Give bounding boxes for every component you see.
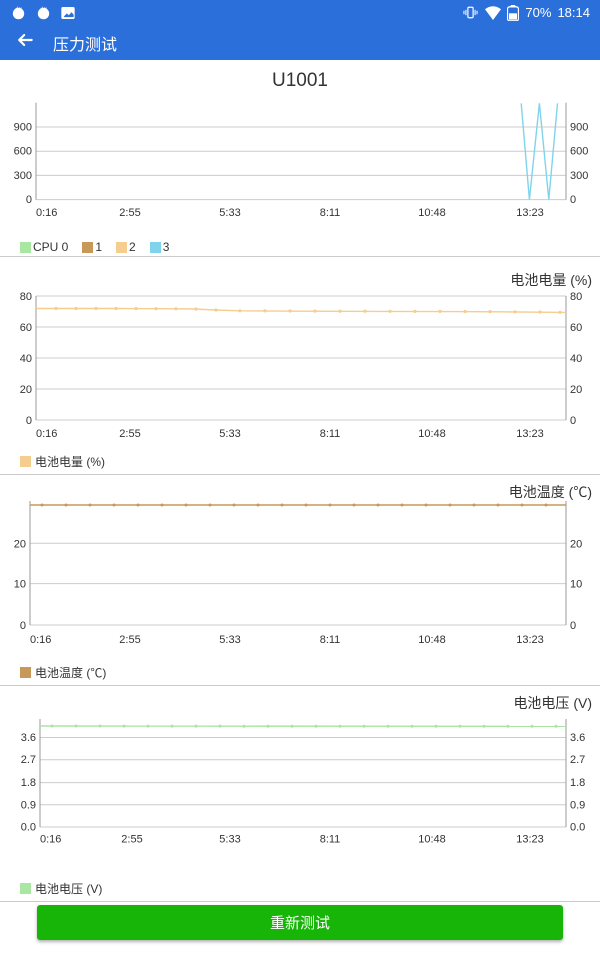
svg-text:3.6: 3.6 [570,732,585,744]
svg-text:600: 600 [570,146,588,158]
svg-text:0: 0 [26,194,32,206]
svg-text:10:48: 10:48 [418,207,446,219]
svg-text:5:33: 5:33 [219,207,240,219]
svg-text:5:33: 5:33 [219,428,240,440]
svg-text:900: 900 [570,122,588,134]
svg-text:20: 20 [570,384,582,396]
svg-text:0.0: 0.0 [21,822,36,834]
svg-text:电池电压 (V): 电池电压 (V) [513,695,592,711]
svg-text:2:55: 2:55 [119,207,140,219]
svg-text:13:23: 13:23 [516,634,544,646]
svg-text:10:48: 10:48 [418,834,446,846]
svg-text:0:16: 0:16 [36,428,57,440]
svg-text:20: 20 [20,384,32,396]
svg-text:2:55: 2:55 [121,834,142,846]
svg-text:1.8: 1.8 [21,777,36,789]
svg-text:0:16: 0:16 [36,207,57,219]
svg-text:2:55: 2:55 [119,428,140,440]
svg-text:10:48: 10:48 [418,428,446,440]
svg-text:0: 0 [570,194,576,206]
svg-text:0.0: 0.0 [570,822,585,834]
svg-text:8:11: 8:11 [320,428,341,440]
svg-text:13:23: 13:23 [516,428,544,440]
svg-text:0:16: 0:16 [40,834,61,846]
svg-text:8:11: 8:11 [320,634,341,646]
svg-text:80: 80 [570,291,582,303]
svg-text:0: 0 [26,415,32,427]
svg-text:2.7: 2.7 [21,754,36,766]
svg-text:8:11: 8:11 [320,207,341,219]
svg-text:13:23: 13:23 [516,207,544,219]
svg-text:8:11: 8:11 [320,834,341,846]
svg-text:5:33: 5:33 [219,834,240,846]
svg-text:20: 20 [14,538,26,550]
svg-text:1.8: 1.8 [570,777,585,789]
svg-text:40: 40 [20,353,32,365]
svg-text:10: 10 [570,579,582,591]
svg-text:10:48: 10:48 [418,634,446,646]
svg-text:0:16: 0:16 [30,634,51,646]
svg-text:20: 20 [570,538,582,550]
svg-text:80: 80 [20,291,32,303]
svg-text:300: 300 [14,170,32,182]
svg-text:600: 600 [14,146,32,158]
svg-text:13:23: 13:23 [516,834,544,846]
svg-text:2.7: 2.7 [570,754,585,766]
svg-text:电池温度 (℃): 电池温度 (℃) [509,484,592,500]
svg-text:0: 0 [570,620,576,632]
svg-text:0: 0 [20,620,26,632]
svg-text:60: 60 [570,322,582,334]
svg-text:3.6: 3.6 [21,732,36,744]
svg-text:900: 900 [14,122,32,134]
svg-text:5:33: 5:33 [219,634,240,646]
svg-text:0.9: 0.9 [21,799,36,811]
svg-text:40: 40 [570,353,582,365]
svg-text:10: 10 [14,579,26,591]
svg-text:0.9: 0.9 [570,799,585,811]
svg-text:60: 60 [20,322,32,334]
svg-text:2:55: 2:55 [119,634,140,646]
svg-text:0: 0 [570,415,576,427]
svg-text:电池电量 (%): 电池电量 (%) [510,272,592,288]
svg-text:300: 300 [570,170,588,182]
